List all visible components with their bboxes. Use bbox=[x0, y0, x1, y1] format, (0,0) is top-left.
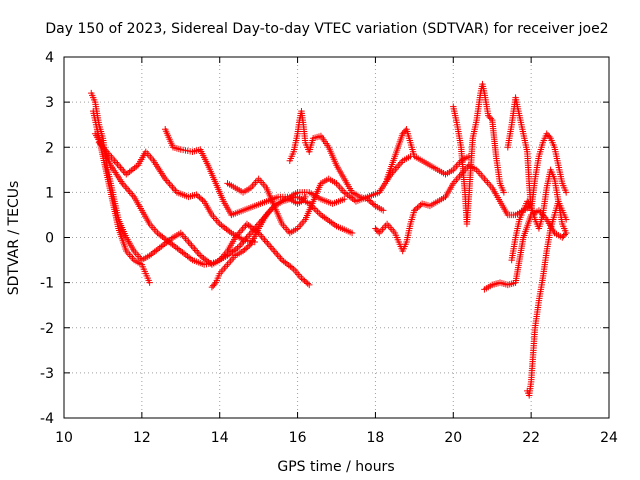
data-point bbox=[526, 201, 534, 208]
data-point bbox=[369, 200, 376, 207]
series-sat-b bbox=[89, 107, 153, 286]
data-point bbox=[306, 281, 313, 289]
x-tick-label: 16 bbox=[289, 430, 307, 446]
data-point bbox=[211, 280, 218, 288]
x-tick-label: 20 bbox=[444, 430, 462, 446]
data-point bbox=[370, 201, 378, 208]
data-points bbox=[88, 80, 570, 399]
data-point bbox=[562, 229, 570, 237]
data-point bbox=[239, 247, 247, 255]
data-point bbox=[415, 203, 423, 210]
data-point bbox=[364, 195, 371, 203]
data-point bbox=[500, 189, 508, 196]
data-point bbox=[298, 274, 305, 282]
series-sat-h bbox=[286, 107, 387, 214]
data-point bbox=[246, 242, 253, 249]
x-tick-label: 18 bbox=[367, 430, 385, 446]
series-sat-c bbox=[91, 130, 356, 268]
y-tick-label: 0 bbox=[45, 231, 54, 247]
data-point bbox=[301, 277, 308, 285]
data-point bbox=[244, 243, 251, 251]
data-point bbox=[146, 279, 153, 286]
data-point bbox=[348, 229, 356, 237]
data-point bbox=[300, 195, 308, 202]
y-tick-label: 1 bbox=[45, 185, 54, 201]
data-point bbox=[367, 198, 374, 206]
data-point bbox=[341, 195, 348, 203]
series-sat-n bbox=[524, 198, 570, 399]
x-tick-label: 12 bbox=[133, 430, 151, 446]
gridlines bbox=[64, 57, 609, 418]
data-point bbox=[487, 115, 495, 122]
series-sat-m bbox=[504, 94, 570, 214]
series-sat-i bbox=[372, 162, 535, 255]
data-point bbox=[366, 197, 373, 204]
x-tick-label: 22 bbox=[522, 430, 540, 446]
series-sat-g bbox=[224, 153, 414, 237]
series-sat-o bbox=[508, 166, 570, 264]
series-sat-j bbox=[383, 126, 473, 183]
data-point bbox=[194, 192, 202, 200]
y-tick-label: -4 bbox=[40, 411, 54, 427]
data-point bbox=[299, 276, 307, 283]
x-tick-label: 24 bbox=[600, 430, 618, 446]
y-tick-label: -3 bbox=[40, 366, 54, 382]
data-point bbox=[412, 205, 420, 213]
x-tick-label: 14 bbox=[211, 430, 229, 446]
data-point bbox=[411, 207, 418, 214]
chart-title: Day 150 of 2023, Sidereal Day-to-day VTE… bbox=[45, 21, 608, 37]
data-point bbox=[546, 133, 553, 140]
y-axis-title: SDTVAR / TECUs bbox=[6, 181, 22, 296]
y-tick-label: 4 bbox=[45, 50, 54, 66]
data-point bbox=[304, 280, 311, 287]
data-point bbox=[417, 201, 424, 209]
y-tick-label: 2 bbox=[45, 140, 54, 156]
data-point bbox=[562, 189, 570, 196]
y-tick-label: 3 bbox=[45, 95, 54, 111]
data-point bbox=[414, 204, 421, 211]
data-point bbox=[196, 194, 203, 201]
data-point bbox=[197, 195, 205, 202]
data-point bbox=[302, 278, 310, 286]
data-point bbox=[241, 246, 248, 253]
x-tick-label: 10 bbox=[55, 430, 73, 446]
data-point bbox=[242, 245, 250, 252]
data-point bbox=[193, 191, 200, 198]
data-point bbox=[199, 196, 206, 204]
data-point bbox=[302, 193, 309, 201]
x-axis-title: GPS time / hours bbox=[277, 459, 394, 475]
y-tick-label: -1 bbox=[40, 276, 54, 292]
y-tick-label: -2 bbox=[40, 321, 54, 337]
data-point bbox=[380, 207, 387, 214]
series-sat-k bbox=[450, 80, 508, 228]
